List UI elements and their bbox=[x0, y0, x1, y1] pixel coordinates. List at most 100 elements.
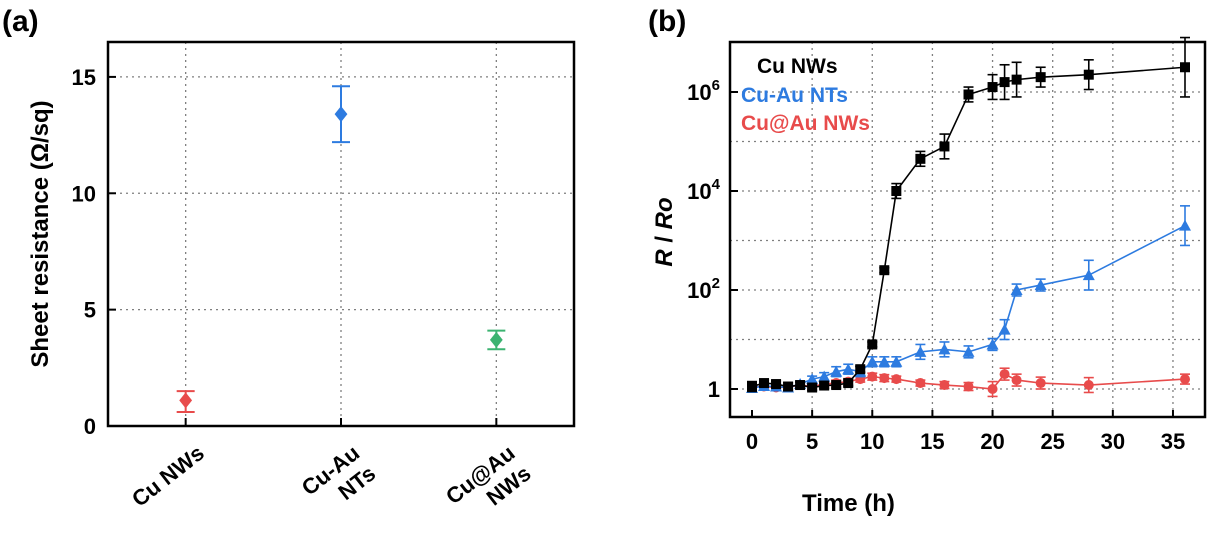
panel-b-series-line bbox=[751, 66, 1186, 389]
panel-b-circle-marker bbox=[879, 373, 890, 384]
panel-b-square-marker bbox=[795, 380, 806, 391]
panel-b-triangle-marker bbox=[818, 370, 831, 382]
panel-b-series-cu-au-nts bbox=[746, 205, 1191, 394]
panel-b-y-ticks: 1 102 104 106 bbox=[687, 77, 738, 402]
panel-b-square-marker bbox=[807, 382, 818, 393]
panel-b-triangle-marker bbox=[1082, 269, 1095, 281]
panel-b-square-marker bbox=[843, 378, 854, 389]
panel-b-y-axis-title-ro: Ro bbox=[651, 197, 678, 229]
panel-b-legend-item: Cu NWs bbox=[757, 55, 838, 78]
panel-b-square-marker bbox=[1035, 72, 1046, 83]
panel-b-circle-marker bbox=[987, 384, 998, 394]
panel-b-triangle-marker bbox=[830, 365, 843, 377]
panel-b-square-marker bbox=[867, 339, 878, 350]
panel-a-category-label-line: Cu NWs bbox=[127, 440, 209, 512]
panel-b-square-marker bbox=[987, 82, 998, 93]
panel-b-y-tick-label: 102 bbox=[687, 275, 720, 303]
panel-b-square-marker bbox=[771, 379, 782, 390]
panel-a-diamond-marker bbox=[334, 106, 348, 123]
panel-b-square-marker bbox=[891, 186, 902, 196]
panel-b-triangle-marker bbox=[962, 345, 975, 357]
panel-b-series bbox=[746, 36, 1191, 398]
panel-b-circle-marker bbox=[1083, 380, 1094, 391]
panel-a-grid bbox=[108, 42, 574, 426]
panel-b-circle-marker bbox=[1180, 374, 1190, 385]
panel-b-square-marker bbox=[915, 153, 926, 164]
panel-b-square-marker bbox=[963, 89, 974, 100]
panel-b-x-tick-label: 15 bbox=[920, 429, 944, 454]
panel-b-y-tick-label: 1 bbox=[708, 377, 720, 402]
panel-b-triangle-marker bbox=[914, 345, 927, 357]
panel-b-triangle-marker bbox=[1034, 279, 1047, 291]
panel-b-y-axis-title: R / Ro bbox=[651, 197, 678, 266]
panel-b-x-axis-title: Time (h) bbox=[802, 490, 895, 517]
panel-b-circle-marker bbox=[915, 378, 926, 389]
panel-a-y-tick-label: 10 bbox=[72, 181, 96, 206]
panel-b-x-tick-label: 0 bbox=[746, 429, 758, 454]
panel-b-circle-marker bbox=[999, 369, 1010, 380]
panel-b-square-marker bbox=[1180, 62, 1190, 73]
panel-b-triangle-marker bbox=[998, 323, 1011, 335]
panel-b-square-marker bbox=[939, 141, 950, 152]
panel-b-square-marker bbox=[819, 380, 830, 391]
panel-b-triangle-marker bbox=[890, 355, 903, 367]
panel-b-legend: Cu NWs Cu-Au NTs Cu@Au NWs bbox=[741, 55, 870, 135]
panel-b-triangle-marker bbox=[806, 373, 819, 385]
panel-b-legend-item: Cu-Au NTs bbox=[741, 84, 848, 107]
panel-b-triangle-marker bbox=[986, 338, 999, 350]
panel-b-legend-item: Cu@Au NWs bbox=[741, 112, 870, 135]
panel-b-circle-marker bbox=[891, 374, 902, 385]
panel-a-y-tick-label: 0 bbox=[84, 414, 96, 439]
panel-b-square-marker bbox=[783, 381, 794, 392]
panel-a-y-ticks: 0 5 10 15 bbox=[72, 65, 116, 439]
panel-a-y-tick-label: 5 bbox=[84, 298, 96, 323]
panel-b-square-marker bbox=[1083, 69, 1094, 80]
panel-b-square-marker bbox=[1011, 74, 1022, 85]
panel-b-square-marker bbox=[879, 265, 890, 276]
panel-b-square-marker bbox=[999, 77, 1010, 88]
panel-b-square-marker bbox=[759, 378, 770, 389]
panel-b-square-marker bbox=[855, 364, 866, 375]
panel-b-triangle-marker bbox=[1010, 284, 1023, 295]
panel-a-category-label: Cu NWs bbox=[127, 440, 209, 512]
panel-b-x-tick-label: 20 bbox=[980, 429, 1004, 454]
panel-b-y-tick-label: 104 bbox=[687, 176, 720, 204]
panel-b-x-tick-label: 10 bbox=[860, 429, 884, 454]
panel-b-series-cu-nws bbox=[747, 36, 1190, 393]
panel-b: (b) 1 102 104 106 0 5 10 15 20 25 30 35 Cu NWs Cu-A… bbox=[648, 5, 1207, 517]
panel-a-diamond-marker bbox=[179, 392, 193, 409]
panel-a-points bbox=[176, 85, 506, 414]
panel-b-x-ticks: 0 5 10 15 20 25 30 35 bbox=[746, 410, 1185, 454]
panel-b-circle-marker bbox=[867, 371, 878, 382]
panel-b-x-tick-label: 30 bbox=[1101, 429, 1125, 454]
panel-b-circle-marker bbox=[1011, 375, 1022, 386]
panel-b-x-tick-label: 5 bbox=[806, 429, 818, 454]
panel-b-y-tick-label: 106 bbox=[687, 77, 720, 105]
panel-b-triangle-marker bbox=[866, 355, 879, 367]
panel-a-y-axis-title: Sheet resistance (Ω/sq) bbox=[27, 100, 54, 367]
panel-b-label: (b) bbox=[648, 5, 686, 38]
panel-a-y-tick-label: 15 bbox=[72, 65, 96, 90]
panel-b-square-marker bbox=[747, 381, 757, 392]
panel-b-triangle-marker bbox=[1179, 219, 1191, 231]
panel-b-series-line bbox=[751, 224, 1186, 389]
panel-b-triangle-marker bbox=[878, 355, 891, 367]
panel-b-circle-marker bbox=[939, 380, 950, 391]
panel-b-circle-marker bbox=[1035, 378, 1046, 389]
panel-b-y-axis-title-sep: / bbox=[651, 229, 678, 249]
panel-b-triangle-marker bbox=[842, 363, 855, 375]
panel-a-label: (a) bbox=[2, 5, 39, 38]
panel-b-frame bbox=[728, 40, 1207, 419]
panel-b-square-marker bbox=[831, 380, 842, 391]
panel-b-triangle-marker bbox=[938, 343, 951, 355]
panel-b-circle-marker bbox=[963, 381, 974, 392]
panel-b-grid bbox=[730, 42, 1205, 417]
panel-b-x-tick-label: 25 bbox=[1040, 429, 1064, 454]
panel-b-x-tick-label: 35 bbox=[1161, 429, 1185, 454]
